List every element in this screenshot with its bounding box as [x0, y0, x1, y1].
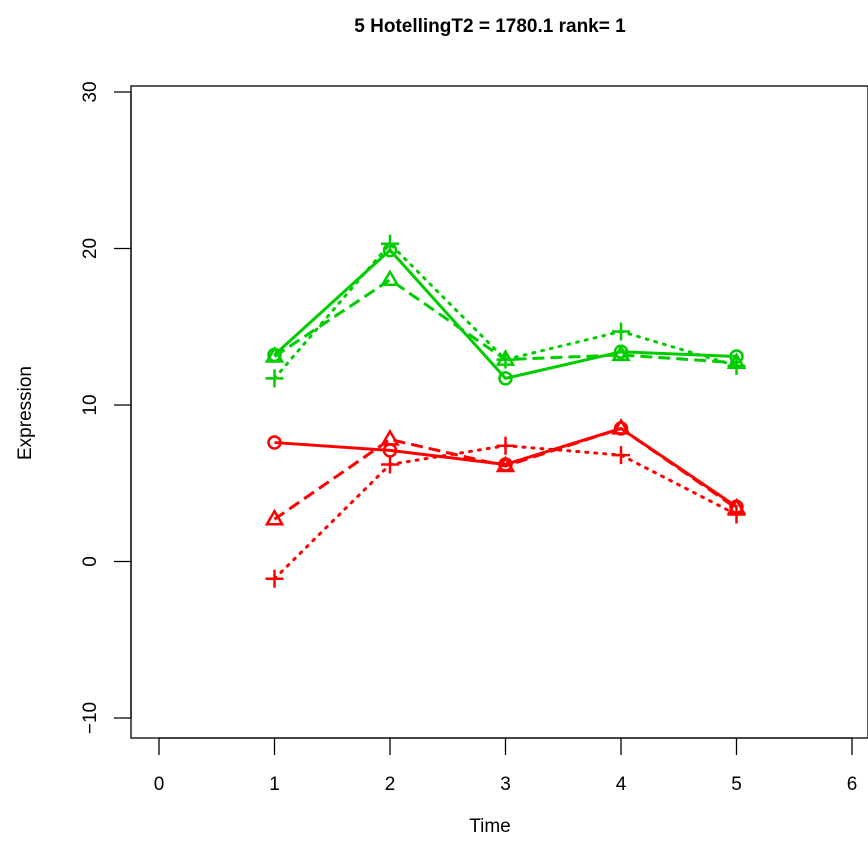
y-axis: −10 0 10 20 30	[80, 81, 132, 734]
y-tick-label: 10	[80, 394, 101, 415]
plot-frame	[130, 85, 868, 739]
series-3	[267, 421, 744, 514]
chart-title: 5 HotellingT2 = 1780.1 rank= 1	[354, 16, 626, 37]
data-point	[498, 371, 513, 386]
series-line	[273, 426, 738, 521]
series-line	[273, 248, 737, 380]
series-5	[265, 436, 746, 588]
x-axis-label: Time	[469, 816, 511, 837]
x-axis: 0 1 2 3 4 5 6	[154, 737, 858, 795]
x-tick-label: 5	[731, 774, 742, 795]
data-point	[611, 344, 631, 362]
data-point	[267, 435, 282, 450]
data-point	[381, 455, 399, 474]
x-tick-label: 4	[616, 774, 627, 795]
data-point	[495, 455, 516, 473]
data-point	[381, 234, 399, 253]
data-point	[265, 569, 284, 588]
data-point	[727, 356, 746, 375]
data-point	[611, 418, 631, 435]
y-axis-label: Expression	[15, 366, 36, 460]
data-point	[380, 428, 400, 446]
data-point	[265, 369, 284, 388]
y-tick-label: 0	[80, 556, 101, 567]
data-point	[264, 346, 285, 363]
data-point	[496, 436, 515, 455]
x-tick-label: 6	[847, 774, 858, 795]
x-tick-label: 1	[269, 774, 280, 795]
data-point	[727, 505, 746, 524]
x-tick-label: 2	[385, 774, 396, 795]
x-tick-label: 3	[500, 774, 511, 795]
data-point	[380, 269, 400, 287]
x-tick-label: 0	[154, 774, 165, 795]
y-tick-label: 20	[80, 238, 101, 259]
series-2	[265, 234, 746, 388]
series-4	[264, 418, 747, 526]
series-layer	[264, 234, 747, 588]
data-point	[612, 446, 630, 465]
data-point	[612, 322, 630, 341]
data-point	[496, 350, 515, 369]
y-tick-label: 30	[80, 81, 101, 102]
y-tick-label: −10	[80, 702, 101, 734]
data-point	[264, 508, 285, 526]
